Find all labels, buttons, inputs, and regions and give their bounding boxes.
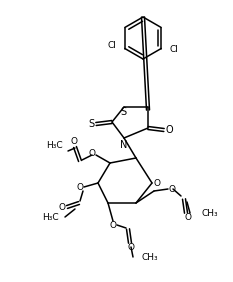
Text: O: O [165,125,173,135]
Text: O: O [89,149,96,158]
Text: O: O [127,243,134,252]
Text: O: O [71,136,78,146]
Text: O: O [185,213,192,222]
Text: O: O [168,184,175,193]
Text: S: S [120,107,126,117]
Text: Cl: Cl [169,45,178,54]
Text: H₃C: H₃C [42,213,59,221]
Text: H₃C: H₃C [46,142,63,151]
Text: O: O [58,202,65,212]
Text: CH₃: CH₃ [202,208,219,217]
Text: S: S [88,119,94,129]
Text: Cl: Cl [108,41,117,50]
Text: O: O [76,184,83,193]
Text: O: O [154,179,161,188]
Text: N: N [120,140,128,150]
Text: O: O [110,221,116,230]
Text: CH₃: CH₃ [142,252,159,261]
